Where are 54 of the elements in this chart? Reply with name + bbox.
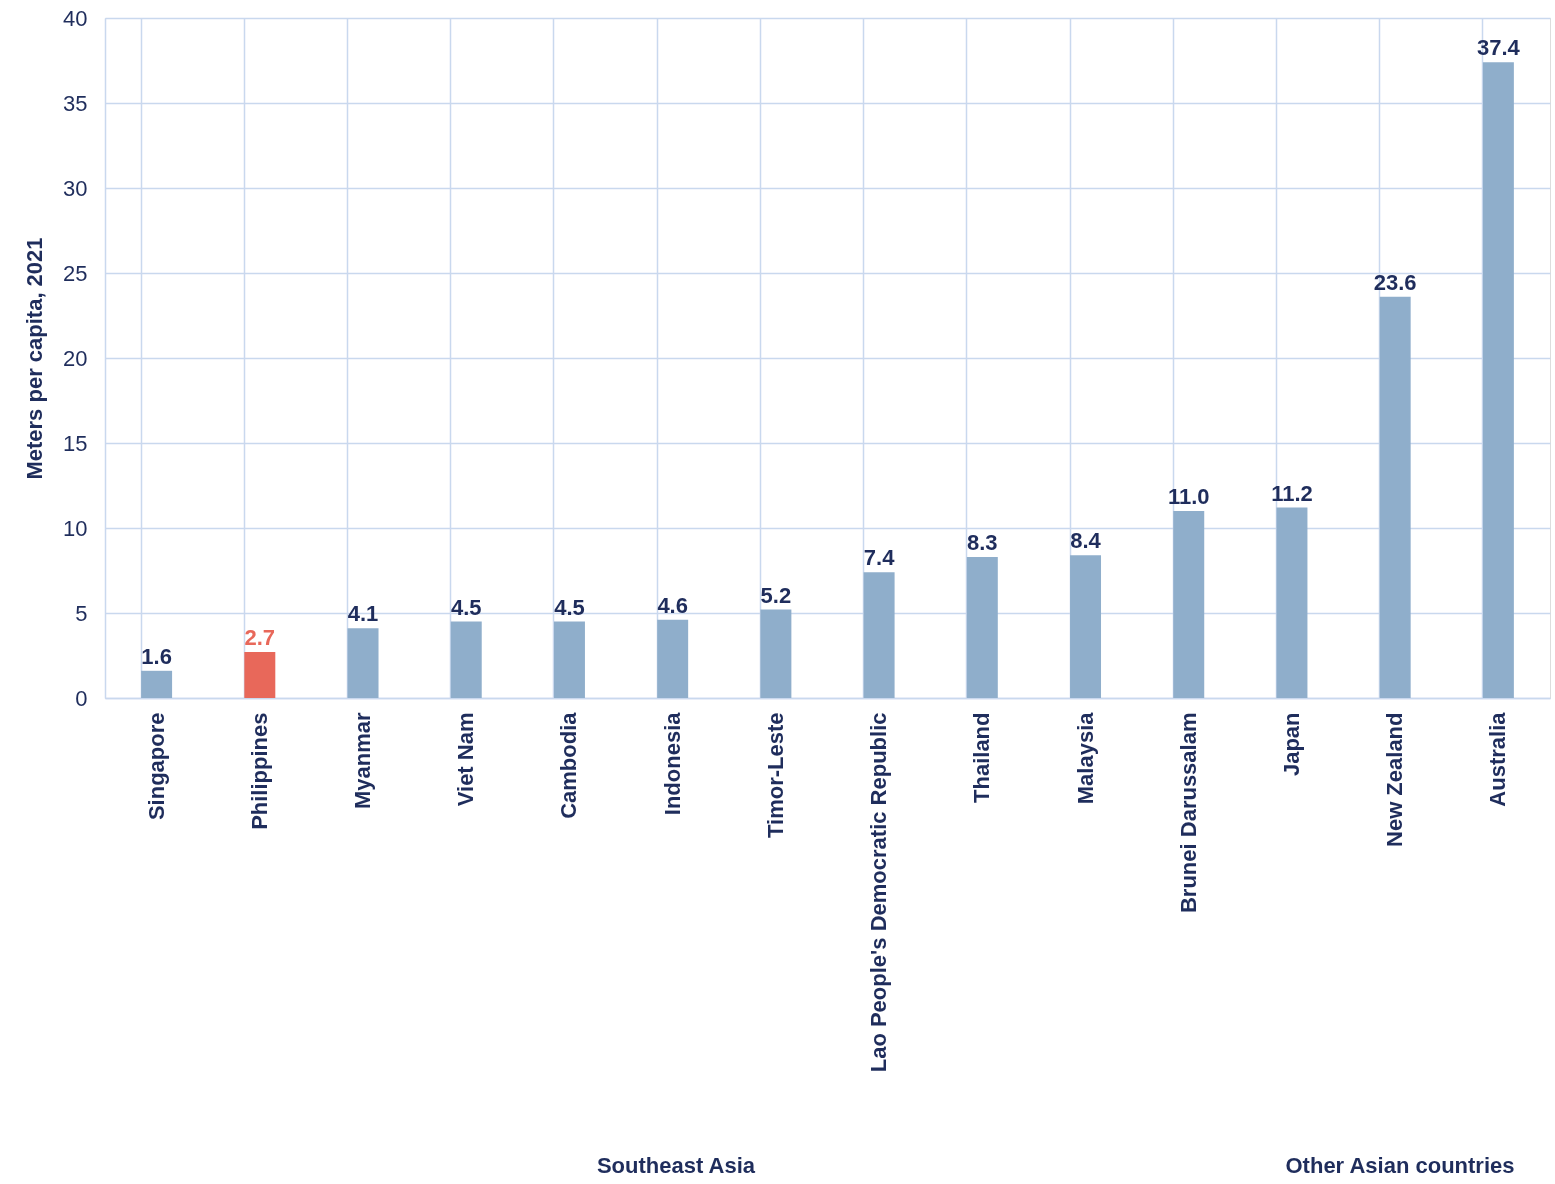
x-tick-label: New Zealand xyxy=(1382,712,1408,847)
y-tick-label: 15 xyxy=(63,430,88,456)
x-tick-label: Philippines xyxy=(246,712,272,830)
bar xyxy=(1173,511,1205,698)
data-label: 1.6 xyxy=(141,643,172,669)
text: Other Asian countries xyxy=(1285,1153,1515,1178)
y-tick-label: 25 xyxy=(63,260,88,286)
data-label: 2.7 xyxy=(244,625,276,651)
data-label: 4.5 xyxy=(450,594,482,620)
y-tick-label: 10 xyxy=(63,515,88,541)
x-tick-label: Indonesia xyxy=(659,711,685,816)
data-label: 11.2 xyxy=(1271,480,1313,506)
bar xyxy=(1482,62,1514,698)
y-tick-label: 0 xyxy=(75,685,88,711)
y-tick-label: 30 xyxy=(63,175,88,201)
bar xyxy=(1276,507,1308,698)
x-tick-label: Viet Nam xyxy=(453,712,479,807)
data-label: 11.0 xyxy=(1167,484,1210,509)
x-tick-label: Malaysia xyxy=(1072,711,1098,805)
data-label: 4.1 xyxy=(347,601,379,627)
x-tick-label: Singapore xyxy=(143,712,169,821)
x-tick-label: Cambodia xyxy=(556,711,582,819)
bar xyxy=(863,572,895,698)
data-label: 8.3 xyxy=(967,529,998,555)
data-label: 37.4 xyxy=(1476,35,1521,61)
x-tick-label: Lao People's Democratic Republic xyxy=(866,712,892,1073)
x-tick-label: Brunei Darussalam xyxy=(1175,712,1201,914)
bar xyxy=(347,628,379,698)
x-tick-label: Thailand xyxy=(969,712,995,803)
data-label: 8.4 xyxy=(1070,528,1102,554)
y-tick-label: 5 xyxy=(75,600,88,626)
y-axis-title: Meters per capita, 2021 xyxy=(22,237,48,480)
data-label: 4.6 xyxy=(657,592,688,618)
data-label: 4.5 xyxy=(554,594,585,620)
data-label: 23.6 xyxy=(1373,269,1417,295)
text: Southeast Asia xyxy=(596,1153,756,1178)
data-label: 5.2 xyxy=(760,582,792,608)
x-tick-label: Australia xyxy=(1485,711,1511,807)
bar xyxy=(141,670,173,698)
x-tick-label: Japan xyxy=(1278,712,1304,777)
bar xyxy=(553,621,585,698)
bar xyxy=(966,556,998,698)
data-label: 7.4 xyxy=(863,545,896,571)
bar xyxy=(1070,555,1102,698)
y-tick-label: 40 xyxy=(63,5,88,31)
y-tick-label: 35 xyxy=(63,90,88,116)
x-tick-label: Myanmar xyxy=(350,712,376,810)
bar xyxy=(244,652,276,698)
bar xyxy=(1379,296,1411,698)
x-tick-label: Timor-Leste xyxy=(762,712,788,839)
bar xyxy=(450,621,482,698)
y-tick-label: 20 xyxy=(63,345,88,371)
bar xyxy=(760,609,792,698)
bar xyxy=(657,619,689,698)
